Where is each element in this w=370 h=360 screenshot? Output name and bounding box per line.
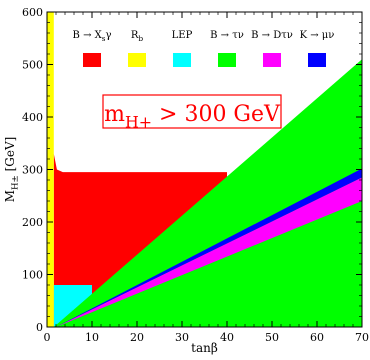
- y-axis-label: MH± [GeV]: [3, 137, 21, 203]
- legend-label: Rb: [131, 30, 144, 43]
- axes: 0 10 20 30 40 50 60 70 0 100 200 300 400 500 600 tanβ MH…: [3, 6, 369, 355]
- y-tick-label: 200: [22, 216, 43, 229]
- x-tick-label: 0: [44, 331, 51, 344]
- legend-swatch: [263, 53, 281, 67]
- x-axis-label: tanβ: [191, 341, 218, 355]
- x-tick-label: 60: [310, 331, 324, 344]
- x-tick-label: 70: [355, 331, 369, 344]
- legend-label: K → μν: [300, 30, 335, 41]
- legend-swatch: [308, 53, 326, 67]
- legend-swatch: [83, 53, 101, 67]
- x-tick-label: 30: [175, 331, 189, 344]
- x-tick-label: 50: [265, 331, 279, 344]
- legend: B → Xsγ Rb LEP B → τν B → Dτν K → μν: [73, 30, 335, 67]
- x-tick-label: 40: [220, 331, 234, 344]
- y-tick-label: 400: [22, 111, 43, 124]
- y-tick-label: 0: [36, 321, 43, 334]
- y-tick-label: 500: [22, 59, 43, 72]
- exclusion-regions: [47, 12, 363, 328]
- legend-label: B → Xsγ: [73, 30, 112, 43]
- legend-label: B → τν: [210, 30, 244, 41]
- annotation-layer: mH+ > 300 GeV: [102, 94, 282, 132]
- legend-swatch: [218, 53, 236, 67]
- annotation-box: [102, 94, 282, 129]
- region-4: [56, 168, 362, 327]
- x-tick-label: 20: [130, 331, 144, 344]
- x-tick-label: 10: [85, 331, 99, 344]
- y-tick-label: 100: [22, 269, 43, 282]
- legend-swatch: [173, 53, 191, 67]
- y-tick-label: 300: [22, 164, 43, 177]
- y-axis-label-group: MH± [GeV]: [3, 137, 21, 203]
- legend-label: B → Dτν: [251, 30, 293, 41]
- region-2: [53, 59, 363, 328]
- legend-label: LEP: [172, 30, 193, 41]
- annotation-text: mH+ > 300 GeV: [104, 102, 281, 132]
- legend-swatch: [128, 53, 146, 67]
- y-tick-label: 600: [22, 6, 43, 19]
